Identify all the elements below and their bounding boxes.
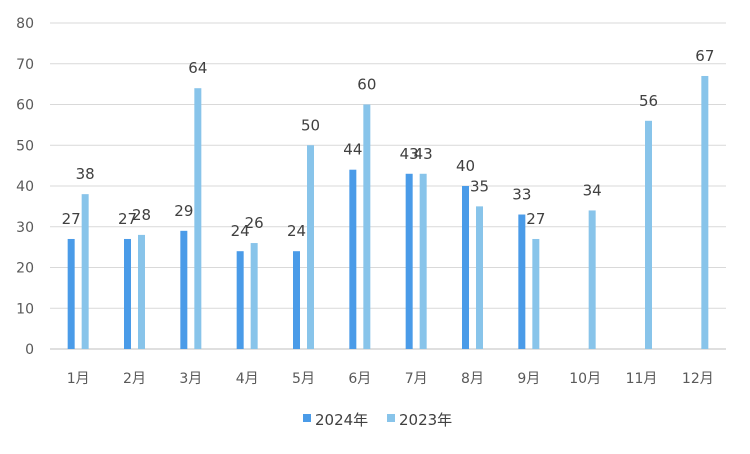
data-label: 29 [174, 202, 193, 220]
x-axis-ticks: 1月 2月 3月 4月 5月 6月 7月 8月 9月 10月 11月 12月 [67, 371, 714, 387]
bar-series1 [405, 173, 413, 349]
bar-series1 [518, 214, 526, 349]
bar-series2 [588, 210, 596, 349]
bar-series2 [645, 120, 652, 349]
bar-series2 [419, 173, 427, 349]
y-tick-label: 20 [16, 261, 34, 277]
bar-series1 [293, 251, 300, 349]
x-tick-label: 10月 [569, 371, 601, 387]
data-label: 43 [414, 145, 433, 163]
y-tick-label: 0 [25, 342, 34, 358]
x-tick-label: 8月 [461, 371, 484, 387]
x-tick-label: 2月 [123, 371, 146, 387]
bar-series2 [532, 238, 540, 349]
legend-swatch [387, 414, 395, 422]
data-label: 34 [583, 181, 602, 199]
bar-series2 [476, 206, 483, 349]
data-label: 26 [245, 214, 264, 232]
y-tick-label: 60 [16, 98, 34, 114]
x-tick-label: 11月 [626, 371, 658, 387]
legend-label: 2024年 [315, 411, 368, 429]
data-label: 35 [470, 177, 489, 195]
data-label: 50 [301, 116, 320, 134]
y-tick-label: 80 [16, 16, 34, 32]
bar-series1 [236, 251, 244, 349]
data-label: 64 [188, 59, 207, 77]
data-label: 27 [62, 210, 81, 228]
data-label: 38 [76, 165, 95, 183]
data-label: 28 [132, 206, 151, 224]
bar-series2 [138, 234, 145, 349]
y-axis-ticks: 0 10 20 30 40 50 60 70 80 [16, 16, 34, 358]
data-label: 40 [456, 157, 475, 175]
x-tick-label: 5月 [292, 371, 315, 387]
data-label: 27 [118, 210, 137, 228]
y-tick-label: 40 [16, 179, 34, 195]
bar-series1 [124, 238, 131, 349]
bar-series1 [349, 169, 357, 349]
bar-series2 [194, 88, 202, 349]
data-label: 44 [343, 141, 362, 159]
bar-series2 [307, 145, 314, 349]
gridlines [50, 22, 726, 350]
data-label: 60 [357, 76, 376, 94]
bar-series1 [67, 238, 75, 349]
bars [67, 75, 709, 349]
bar-series2 [81, 194, 89, 349]
bar-series1 [462, 186, 469, 349]
data-label: 56 [639, 92, 658, 110]
y-tick-label: 30 [16, 220, 34, 236]
x-tick-label: 6月 [348, 371, 371, 387]
data-label: 33 [512, 186, 531, 204]
x-tick-label: 3月 [179, 371, 202, 387]
x-tick-label: 1月 [67, 371, 90, 387]
legend-swatch [303, 414, 311, 422]
data-label: 67 [695, 47, 714, 65]
data-label: 24 [287, 222, 306, 240]
x-tick-label: 7月 [405, 371, 428, 387]
x-tick-label: 12月 [682, 371, 714, 387]
x-tick-label: 9月 [517, 371, 540, 387]
data-label: 27 [526, 210, 545, 228]
y-tick-label: 10 [16, 301, 34, 317]
bar-series1 [180, 230, 188, 349]
x-tick-label: 4月 [236, 371, 259, 387]
legend-label: 2023年 [399, 411, 452, 429]
data-label: 43 [400, 145, 419, 163]
legend: 2024年 2023年 [303, 411, 452, 429]
bar-series2 [250, 243, 258, 349]
data-label: 24 [231, 222, 250, 240]
bar-series2 [363, 104, 371, 349]
y-tick-label: 70 [16, 57, 34, 73]
bar-series2 [701, 75, 709, 349]
y-tick-label: 50 [16, 138, 34, 154]
